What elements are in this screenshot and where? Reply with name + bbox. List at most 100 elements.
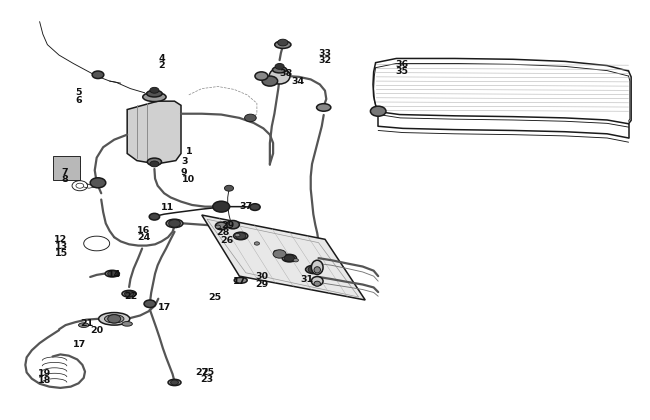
Text: 15: 15 — [55, 249, 68, 257]
Ellipse shape — [148, 158, 162, 165]
Text: 13: 13 — [55, 242, 68, 251]
Text: 4: 4 — [158, 54, 165, 63]
Circle shape — [313, 267, 318, 270]
Ellipse shape — [99, 312, 130, 325]
Text: 25: 25 — [208, 294, 221, 302]
Circle shape — [108, 271, 117, 276]
Circle shape — [215, 222, 227, 230]
Text: 7: 7 — [61, 168, 68, 177]
Circle shape — [274, 250, 279, 254]
Circle shape — [255, 72, 268, 80]
Circle shape — [171, 380, 178, 385]
Ellipse shape — [105, 270, 120, 277]
Circle shape — [235, 233, 246, 239]
Text: 32: 32 — [318, 55, 332, 65]
Circle shape — [250, 204, 260, 210]
Text: 22: 22 — [124, 292, 137, 301]
Ellipse shape — [282, 255, 296, 262]
Circle shape — [275, 63, 284, 69]
Ellipse shape — [166, 219, 183, 228]
Ellipse shape — [311, 260, 323, 274]
Ellipse shape — [122, 322, 133, 326]
Circle shape — [144, 300, 156, 307]
Ellipse shape — [314, 281, 320, 286]
Circle shape — [215, 225, 220, 228]
Text: 5: 5 — [75, 88, 82, 97]
Text: 3: 3 — [181, 158, 187, 166]
Ellipse shape — [233, 232, 248, 240]
Circle shape — [169, 220, 180, 227]
Text: 18: 18 — [38, 376, 51, 385]
Text: 26: 26 — [220, 236, 233, 244]
Ellipse shape — [272, 67, 287, 73]
Polygon shape — [127, 101, 181, 164]
Circle shape — [92, 71, 104, 79]
Ellipse shape — [168, 379, 181, 386]
Text: 31: 31 — [300, 275, 313, 284]
Text: 17: 17 — [73, 340, 86, 349]
Text: 14: 14 — [108, 270, 121, 279]
Circle shape — [235, 234, 240, 237]
Text: 33: 33 — [318, 49, 332, 58]
Text: 30: 30 — [255, 273, 268, 281]
Text: 29: 29 — [255, 280, 268, 289]
Text: 17: 17 — [233, 277, 246, 286]
Text: 29: 29 — [221, 220, 235, 230]
Text: 27: 27 — [195, 368, 209, 377]
Text: 16: 16 — [136, 226, 150, 235]
Bar — [53, 155, 80, 180]
Text: 28: 28 — [216, 228, 229, 237]
Text: 1: 1 — [185, 147, 192, 156]
Circle shape — [90, 178, 106, 188]
Text: 11: 11 — [161, 203, 175, 213]
Circle shape — [125, 291, 134, 297]
Text: 38: 38 — [280, 69, 292, 79]
Ellipse shape — [147, 90, 162, 97]
Ellipse shape — [122, 290, 136, 297]
Circle shape — [244, 114, 256, 122]
Circle shape — [150, 87, 159, 93]
Ellipse shape — [269, 68, 290, 84]
Ellipse shape — [143, 92, 166, 102]
Text: 37: 37 — [239, 202, 252, 211]
Ellipse shape — [306, 265, 322, 273]
Text: 17: 17 — [158, 303, 172, 312]
Text: 9: 9 — [181, 168, 188, 177]
Text: 25: 25 — [202, 368, 214, 377]
Polygon shape — [202, 215, 365, 300]
Text: 10: 10 — [182, 176, 196, 184]
Text: 24: 24 — [136, 233, 150, 241]
Text: 35: 35 — [395, 67, 408, 76]
Circle shape — [108, 315, 121, 323]
Circle shape — [278, 39, 288, 46]
Circle shape — [254, 242, 259, 245]
Circle shape — [150, 161, 159, 167]
Circle shape — [224, 185, 233, 191]
Ellipse shape — [314, 267, 320, 273]
Circle shape — [150, 213, 160, 220]
Text: 23: 23 — [200, 375, 213, 384]
Circle shape — [293, 259, 298, 262]
Text: 12: 12 — [55, 235, 68, 244]
Text: 21: 21 — [81, 318, 94, 328]
Circle shape — [262, 76, 278, 86]
Text: 20: 20 — [90, 326, 103, 335]
Circle shape — [308, 266, 320, 273]
Ellipse shape — [105, 315, 124, 323]
Circle shape — [213, 201, 229, 212]
Circle shape — [226, 220, 239, 229]
Ellipse shape — [79, 323, 89, 328]
Text: 19: 19 — [38, 369, 51, 378]
Text: 6: 6 — [75, 96, 82, 105]
Circle shape — [273, 250, 286, 258]
Ellipse shape — [275, 41, 291, 48]
Text: 36: 36 — [395, 60, 408, 69]
Text: 2: 2 — [158, 61, 165, 70]
Ellipse shape — [311, 276, 323, 286]
Circle shape — [370, 106, 386, 116]
Ellipse shape — [317, 104, 331, 111]
Circle shape — [284, 255, 294, 262]
Text: 8: 8 — [61, 176, 68, 184]
Ellipse shape — [234, 277, 247, 283]
Text: 34: 34 — [291, 76, 304, 86]
